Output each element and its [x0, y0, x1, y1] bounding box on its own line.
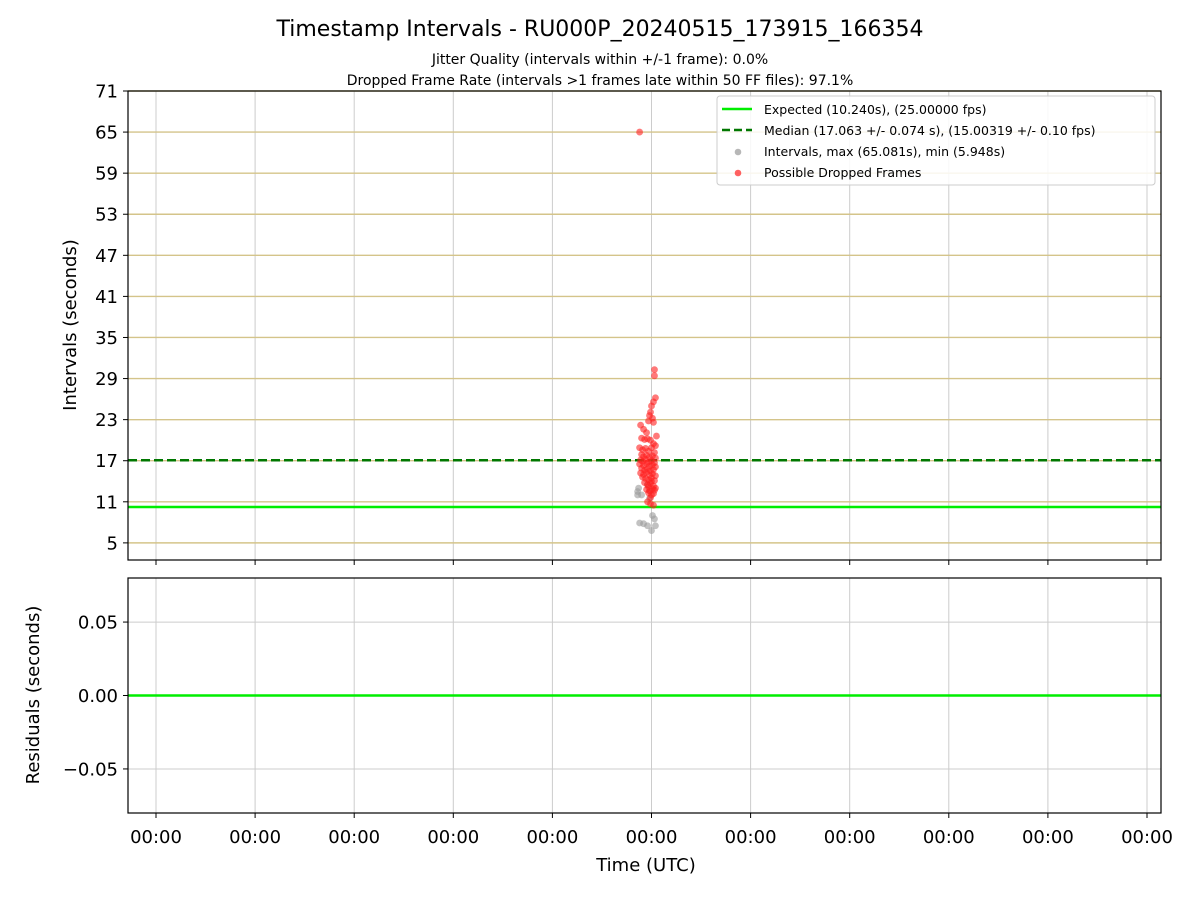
intervals-y-tick-label: 65 [95, 123, 118, 144]
intervals-reference-lines [128, 459, 1161, 509]
residuals-y-tick-label: −0.05 [63, 759, 118, 780]
intervals-x-tick-marks [155, 560, 1148, 565]
intervals-y-ticks: 5 11 17 23 29 35 41 47 53 59 65 71 [95, 82, 128, 554]
interval-point [636, 519, 644, 527]
x-tick-label: 00:00 [1121, 827, 1173, 848]
intervals-y-tick-label: 11 [95, 492, 118, 513]
intervals-y-tick-label: 53 [95, 205, 118, 226]
x-tick-label: 00:00 [130, 827, 182, 848]
interval-point [634, 491, 642, 499]
intervals-scatter-points [634, 128, 660, 534]
legend-intervals-label: Intervals, max (65.081s), min (5.948s) [764, 144, 1005, 159]
x-tick-label: 00:00 [229, 827, 281, 848]
x-tick-label: 00:00 [725, 827, 777, 848]
residuals-x-ticks: 00:00 00:00 00:00 00:00 00:00 00:00 00:00 00:00… [130, 813, 1173, 848]
residuals-y-tick-label: 0.05 [78, 613, 118, 634]
chart-subtitle-jitter: Jitter Quality (intervals within +/-1 fr… [431, 52, 768, 68]
dropped-frame-point [651, 372, 658, 380]
interval-point [644, 522, 651, 530]
residuals-y-ticks: 0.05 0.00 −0.05 [63, 613, 128, 780]
x-tick-label: 00:00 [427, 827, 479, 848]
interval-point [648, 527, 655, 534]
dropped-frame-point [643, 429, 650, 437]
dropped-frame-point [651, 366, 658, 374]
legend-box [716, 95, 1156, 186]
intervals-y-tick-label: 41 [95, 287, 118, 308]
dropped-frame-point [648, 477, 655, 485]
dropped-frame-point [646, 412, 653, 419]
dropped-frame-point [636, 128, 644, 136]
dropped-frame-point [648, 402, 655, 410]
dropped-frame-point [650, 490, 657, 497]
intervals-y-tick-label: 47 [95, 246, 118, 267]
interval-point [635, 484, 643, 492]
residuals-y-axis-label: Residuals (seconds) [23, 606, 44, 785]
intervals-y-tick-label: 29 [95, 369, 118, 390]
intervals-legend: Expected (10.240s), (25.00000 fps) Media… [716, 95, 1156, 186]
dropped-frame-point [650, 418, 657, 426]
x-axis-label: Time (UTC) [595, 855, 696, 876]
legend-dropped-label: Possible Dropped Frames [764, 165, 921, 180]
intervals-y-tick-label: 59 [95, 164, 118, 185]
legend-expected-label: Expected (10.240s), (25.00000 fps) [764, 102, 986, 117]
interval-point [652, 522, 659, 530]
intervals-y-tick-label: 35 [95, 328, 118, 349]
x-tick-label: 00:00 [923, 827, 975, 848]
intervals-y-tick-label: 71 [95, 82, 118, 103]
interval-point [651, 515, 658, 523]
legend-dropped-swatch [734, 169, 742, 177]
dropped-frame-point [653, 432, 660, 440]
x-tick-label: 00:00 [526, 827, 578, 848]
x-tick-label: 00:00 [1022, 827, 1074, 848]
chart-title: Timestamp Intervals - RU000P_20240515_17… [275, 17, 923, 42]
intervals-panel: 5 11 17 23 29 35 41 47 53 59 65 71 Intervals (secon… [60, 82, 1162, 565]
x-tick-label: 00:00 [328, 827, 380, 848]
dropped-frame-point [650, 501, 657, 509]
intervals-plot-frame [127, 90, 1162, 561]
intervals-y-tick-label: 5 [107, 533, 118, 554]
intervals-y-tick-label: 17 [95, 451, 118, 472]
x-tick-label: 00:00 [824, 827, 876, 848]
residuals-panel: 0.050.00−0.05 00:00 00:00 00:00 00:00 00:00 0… [23, 577, 1173, 876]
dropped-frame-point [645, 483, 652, 491]
x-tick-label: 00:00 [626, 827, 678, 848]
legend-intervals-swatch [734, 148, 742, 156]
residuals-y-tick-label: 0.00 [78, 686, 118, 707]
legend-median-label: Median (17.063 +/- 0.074 s), (15.00319 +… [764, 123, 1095, 138]
intervals-y-axis-label: Intervals (seconds) [60, 239, 81, 411]
chart-subtitle-dropped: Dropped Frame Rate (intervals >1 frames … [347, 73, 854, 89]
intervals-y-tick-label: 23 [95, 410, 118, 431]
